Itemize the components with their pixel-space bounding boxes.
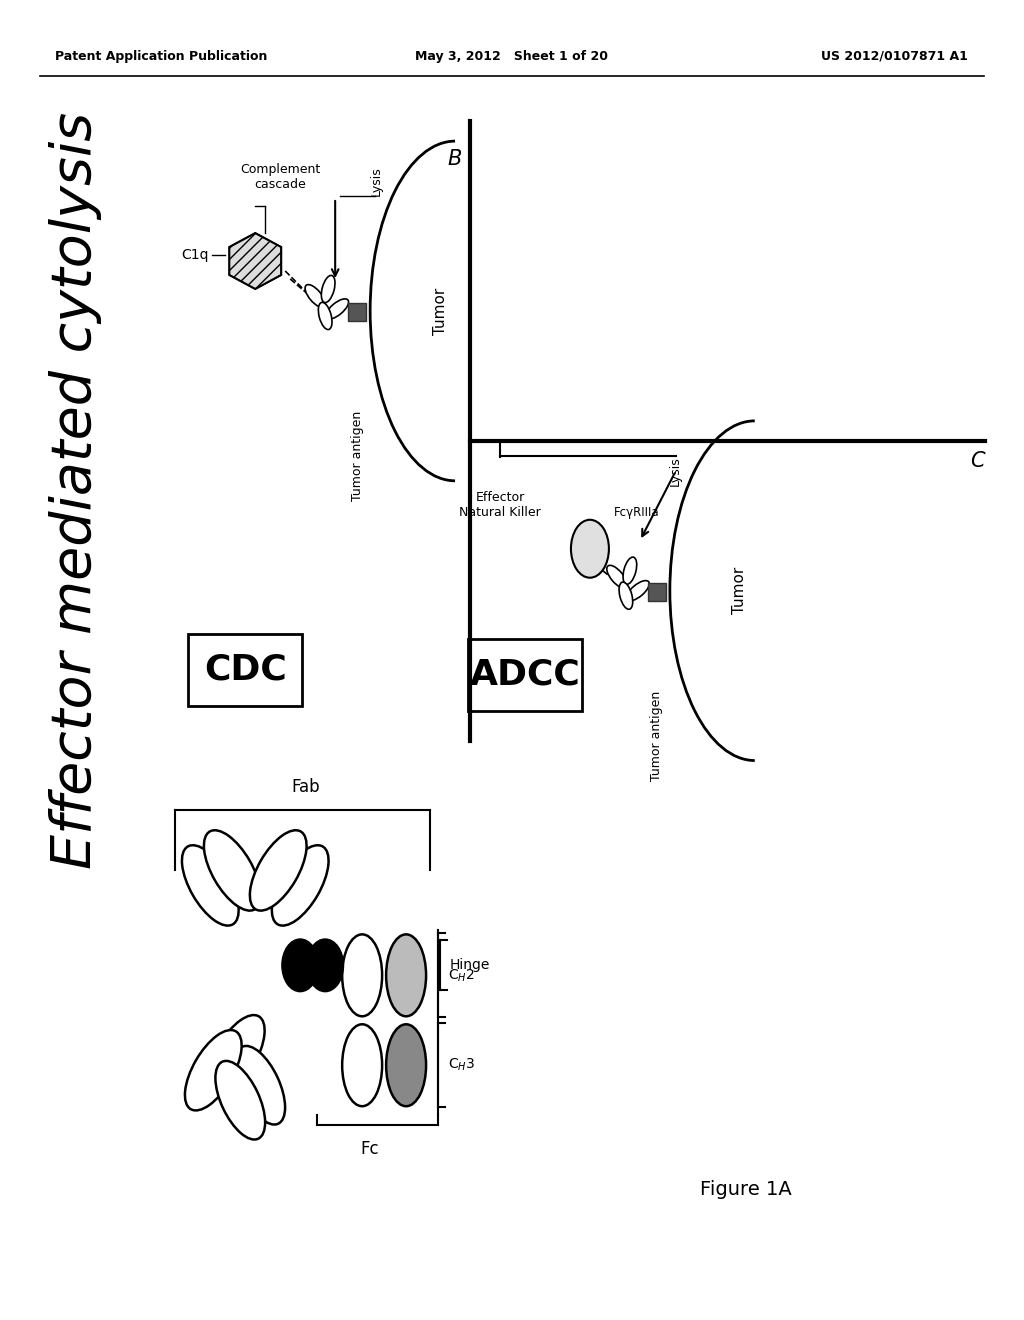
Text: Patent Application Publication: Patent Application Publication	[55, 50, 268, 63]
Ellipse shape	[627, 581, 649, 601]
Ellipse shape	[271, 845, 329, 925]
Ellipse shape	[342, 935, 382, 1016]
Ellipse shape	[204, 830, 261, 911]
Ellipse shape	[185, 1030, 242, 1110]
Text: C: C	[970, 451, 984, 471]
Ellipse shape	[607, 565, 627, 589]
Ellipse shape	[215, 1061, 265, 1139]
Text: C$_H$3: C$_H$3	[449, 1057, 475, 1073]
Ellipse shape	[571, 520, 609, 578]
Text: Lysis: Lysis	[669, 455, 681, 486]
Ellipse shape	[326, 298, 348, 319]
Ellipse shape	[283, 940, 318, 991]
Text: ADCC: ADCC	[470, 657, 581, 692]
Ellipse shape	[236, 1045, 285, 1125]
Text: FcγRIIIa: FcγRIIIa	[614, 506, 659, 519]
Text: Fc: Fc	[360, 1140, 380, 1158]
Text: Fab: Fab	[291, 777, 319, 796]
Text: Complement
cascade: Complement cascade	[240, 164, 321, 191]
Ellipse shape	[386, 935, 426, 1016]
Ellipse shape	[307, 940, 343, 991]
Ellipse shape	[305, 285, 326, 308]
FancyBboxPatch shape	[188, 634, 302, 706]
Ellipse shape	[623, 557, 637, 585]
Text: May 3, 2012   Sheet 1 of 20: May 3, 2012 Sheet 1 of 20	[416, 50, 608, 63]
Text: Tumor antigen: Tumor antigen	[350, 411, 364, 502]
FancyBboxPatch shape	[468, 639, 582, 710]
Text: Hinge: Hinge	[451, 958, 490, 973]
Text: Tumor antigen: Tumor antigen	[650, 690, 664, 781]
Bar	[348, 304, 367, 321]
Polygon shape	[229, 234, 282, 289]
Text: US 2012/0107871 A1: US 2012/0107871 A1	[820, 50, 968, 63]
Ellipse shape	[208, 1015, 264, 1096]
Text: C1q: C1q	[181, 248, 208, 261]
Ellipse shape	[620, 582, 633, 610]
Text: Figure 1A: Figure 1A	[699, 1180, 792, 1199]
Text: Tumor: Tumor	[732, 568, 748, 614]
Ellipse shape	[182, 845, 239, 925]
Ellipse shape	[250, 830, 306, 911]
Ellipse shape	[386, 1024, 426, 1106]
Text: CDC: CDC	[204, 652, 287, 686]
Text: Effector
Natural Killer: Effector Natural Killer	[459, 491, 541, 519]
Text: Lysis: Lysis	[370, 166, 383, 195]
Bar	[648, 582, 666, 601]
Text: C$_H$2: C$_H$2	[449, 968, 475, 983]
Text: Effector mediated cytolysis: Effector mediated cytolysis	[49, 112, 102, 870]
Ellipse shape	[318, 302, 332, 330]
Ellipse shape	[322, 276, 335, 302]
Text: B: B	[447, 149, 462, 169]
Text: Tumor: Tumor	[432, 288, 447, 334]
Ellipse shape	[342, 1024, 382, 1106]
